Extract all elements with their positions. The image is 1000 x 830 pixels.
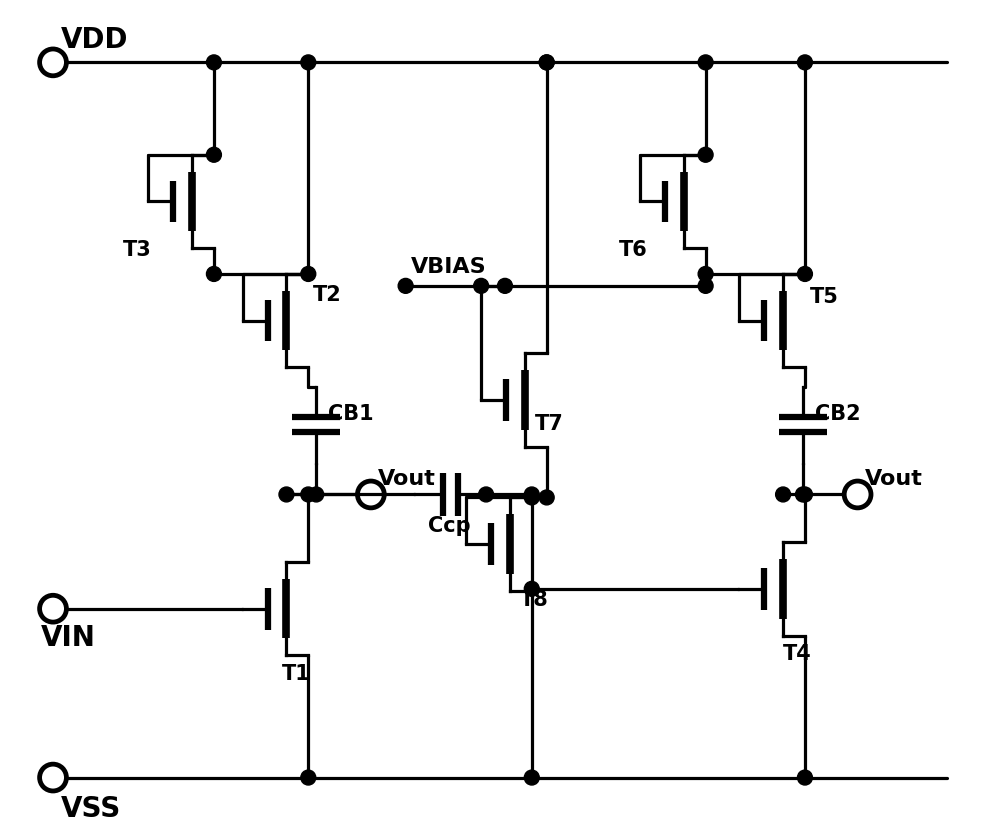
Circle shape [301, 266, 316, 281]
Circle shape [698, 147, 713, 162]
Text: T6: T6 [619, 240, 648, 260]
Text: VBIAS: VBIAS [411, 257, 486, 277]
Text: T4: T4 [783, 644, 812, 664]
Circle shape [309, 487, 324, 502]
Circle shape [797, 487, 812, 502]
Circle shape [797, 55, 812, 70]
Circle shape [206, 55, 221, 70]
Circle shape [797, 770, 812, 785]
Text: T1: T1 [281, 664, 310, 684]
Circle shape [698, 266, 713, 281]
Circle shape [539, 490, 554, 505]
Text: Vout: Vout [865, 468, 922, 489]
Circle shape [474, 278, 489, 293]
Text: Vout: Vout [378, 468, 436, 489]
Circle shape [279, 487, 294, 502]
Text: T8: T8 [520, 589, 549, 610]
Circle shape [498, 278, 512, 293]
Circle shape [398, 278, 413, 293]
Circle shape [301, 770, 316, 785]
Circle shape [524, 490, 539, 505]
Circle shape [797, 266, 812, 281]
Circle shape [524, 581, 539, 596]
Circle shape [698, 55, 713, 70]
Circle shape [479, 487, 494, 502]
Circle shape [206, 266, 221, 281]
Text: T3: T3 [123, 240, 151, 260]
Text: T5: T5 [810, 286, 839, 307]
Circle shape [539, 55, 554, 70]
Circle shape [524, 487, 539, 502]
Text: T2: T2 [313, 285, 342, 305]
Text: CB1: CB1 [328, 404, 374, 424]
Text: CB2: CB2 [815, 404, 861, 424]
Text: T7: T7 [535, 414, 564, 434]
Circle shape [539, 55, 554, 70]
Text: VDD: VDD [61, 27, 128, 55]
Text: Ccp: Ccp [428, 516, 471, 536]
Circle shape [301, 487, 316, 502]
Circle shape [776, 487, 791, 502]
Circle shape [524, 770, 539, 785]
Circle shape [206, 147, 221, 162]
Text: VSS: VSS [61, 795, 121, 823]
Circle shape [698, 278, 713, 293]
Text: VIN: VIN [41, 624, 96, 652]
Circle shape [301, 55, 316, 70]
Circle shape [796, 487, 810, 502]
